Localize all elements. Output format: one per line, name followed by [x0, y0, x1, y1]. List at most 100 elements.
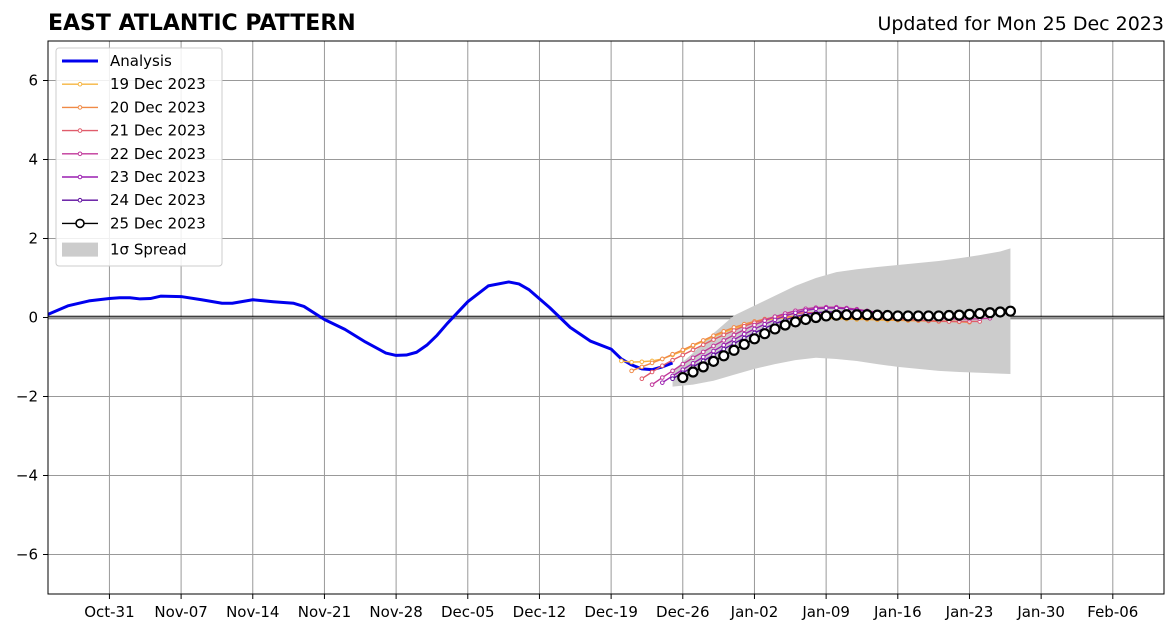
series-point: [670, 357, 675, 363]
series-point: [670, 351, 675, 357]
series-point: [841, 309, 853, 321]
legend-label: 24 Dec 2023: [110, 191, 206, 209]
series-point: [707, 355, 720, 367]
y-tick-label: 0: [28, 309, 38, 327]
x-tick-label: Jan-23: [945, 603, 994, 621]
series-line: [48, 280, 674, 372]
x-tick-label: Dec-12: [513, 603, 567, 621]
plot-area: Oct-31 Nov-07 Nov-14 Nov-21 Nov-28 Dec-05 Dec-…: [16, 40, 1165, 621]
legend-label: 21 Dec 2023: [110, 122, 206, 140]
series-point: [803, 308, 808, 313]
x-tick-label: Nov-07: [154, 603, 207, 621]
series-point: [619, 358, 624, 364]
series-point: [769, 323, 781, 335]
series-point: [660, 356, 665, 362]
legend-swatch: [62, 242, 98, 257]
series-point: [687, 366, 699, 378]
legend-label: 19 Dec 2023: [110, 75, 206, 93]
series-point: [762, 321, 767, 327]
series-point: [912, 310, 924, 322]
series-point: [741, 327, 747, 333]
legend: Analysis 19 Dec 2023 20 Dec 2023 21 Dec 202…: [55, 47, 223, 267]
x-tick-label: Dec-26: [656, 603, 710, 621]
series-line: [641, 312, 980, 380]
series-point: [1004, 305, 1017, 317]
chart-title: EAST ATLANTIC PATTERN: [48, 11, 356, 36]
series-point: [752, 322, 757, 328]
y-tick-label: 6: [28, 72, 38, 90]
series-point: [881, 309, 894, 322]
x-tick-label: Oct-31: [84, 603, 134, 621]
series-point: [731, 337, 737, 342]
series-point: [830, 309, 842, 321]
legend-marker: [77, 174, 83, 180]
series-point: [813, 306, 819, 312]
series-point: [639, 359, 645, 365]
x-tick-label: Feb-06: [1087, 603, 1138, 621]
series-point: [680, 361, 686, 367]
y-tick-label: −6: [16, 546, 38, 564]
series-point: [871, 309, 883, 321]
series-point: [752, 326, 757, 332]
legend-marker: [75, 218, 85, 229]
series-point: [748, 333, 761, 345]
series-point: [697, 361, 709, 373]
series-point: [892, 310, 904, 322]
series-line: [631, 315, 970, 372]
legend-marker: [77, 81, 83, 87]
series-point: [731, 328, 737, 333]
y-tick-label: 2: [28, 230, 38, 248]
series-point: [690, 342, 696, 348]
x-tick-label: Jan-02: [730, 603, 779, 621]
series-point: [922, 310, 935, 322]
series-point: [660, 375, 665, 380]
series-point: [810, 311, 822, 324]
x-tick-label: Dec-19: [584, 603, 638, 621]
legend-marker: [77, 151, 83, 157]
x-tick-label: Nov-28: [369, 603, 422, 621]
legend-marker: [77, 197, 83, 203]
series-point: [741, 331, 747, 337]
series-point: [629, 368, 634, 374]
x-tick-label: Nov-14: [226, 603, 279, 621]
series-point: [834, 305, 839, 311]
series-point: [700, 354, 706, 360]
series-point: [639, 376, 645, 382]
x-tick-label: Jan-09: [801, 603, 850, 621]
series-point: [984, 307, 996, 319]
series-point: [779, 319, 791, 331]
series-point: [660, 363, 665, 368]
series-point: [690, 347, 696, 353]
series-point: [670, 368, 675, 374]
y-tick-label: 4: [28, 151, 38, 169]
series-point: [974, 307, 986, 320]
series-point: [789, 316, 802, 328]
series-point: [649, 360, 655, 366]
legend-label: 1σ Spread: [110, 241, 187, 259]
series-point: [772, 317, 778, 323]
series-point: [759, 328, 771, 340]
series-point: [649, 382, 655, 387]
series-point: [670, 376, 675, 382]
series-point: [629, 359, 634, 365]
series-point: [738, 338, 750, 350]
legend-label: 25 Dec 2023: [110, 214, 206, 232]
legend-box: [55, 47, 223, 267]
series-point: [800, 313, 812, 326]
series-point: [963, 308, 976, 320]
legend-marker: [77, 105, 83, 110]
series-point: [711, 343, 716, 349]
series-point: [902, 310, 914, 322]
series-point: [680, 352, 686, 358]
series-point: [639, 364, 645, 370]
series-point: [933, 310, 945, 322]
series-point: [700, 349, 706, 355]
series-point: [943, 309, 955, 322]
series-point: [721, 338, 727, 343]
legend-label: 23 Dec 2023: [110, 168, 206, 186]
series-point: [711, 348, 716, 354]
series-point: [711, 337, 716, 342]
series-point: [690, 355, 696, 361]
series-point: [721, 332, 727, 338]
x-tick-label: Nov-21: [298, 603, 351, 621]
